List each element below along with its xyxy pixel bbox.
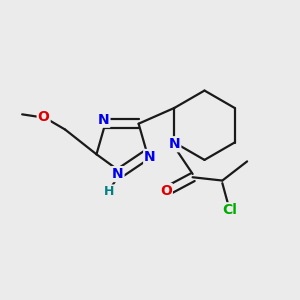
Text: N: N: [98, 113, 109, 127]
Text: N: N: [169, 137, 180, 151]
Text: Cl: Cl: [222, 203, 237, 217]
Text: H: H: [104, 185, 115, 198]
Text: O: O: [38, 110, 50, 124]
Text: O: O: [160, 184, 172, 198]
Text: N: N: [144, 150, 156, 164]
Text: N: N: [112, 167, 124, 181]
